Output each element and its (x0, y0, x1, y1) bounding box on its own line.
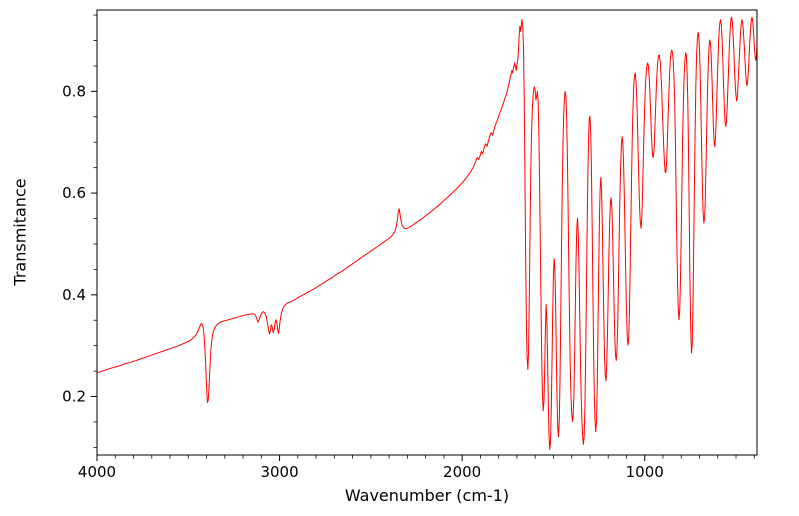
y-axis-label: Transmitance (10, 178, 30, 286)
x-tick-label: 3000 (260, 463, 298, 481)
spectrum-line (96, 16, 758, 450)
x-tick-label: 1000 (626, 463, 664, 481)
x-tick-label: 2000 (443, 463, 481, 481)
y-tick-label: 0.6 (62, 184, 86, 202)
y-tick-label: 0.8 (62, 82, 86, 100)
y-tick-label: 0.2 (62, 388, 86, 406)
y-tick-label: 0.4 (62, 286, 86, 304)
x-tick-label: 4000 (78, 463, 116, 481)
x-axis-label: Wavenumber (cm-1) (344, 486, 510, 505)
plot-frame (96, 9, 758, 456)
